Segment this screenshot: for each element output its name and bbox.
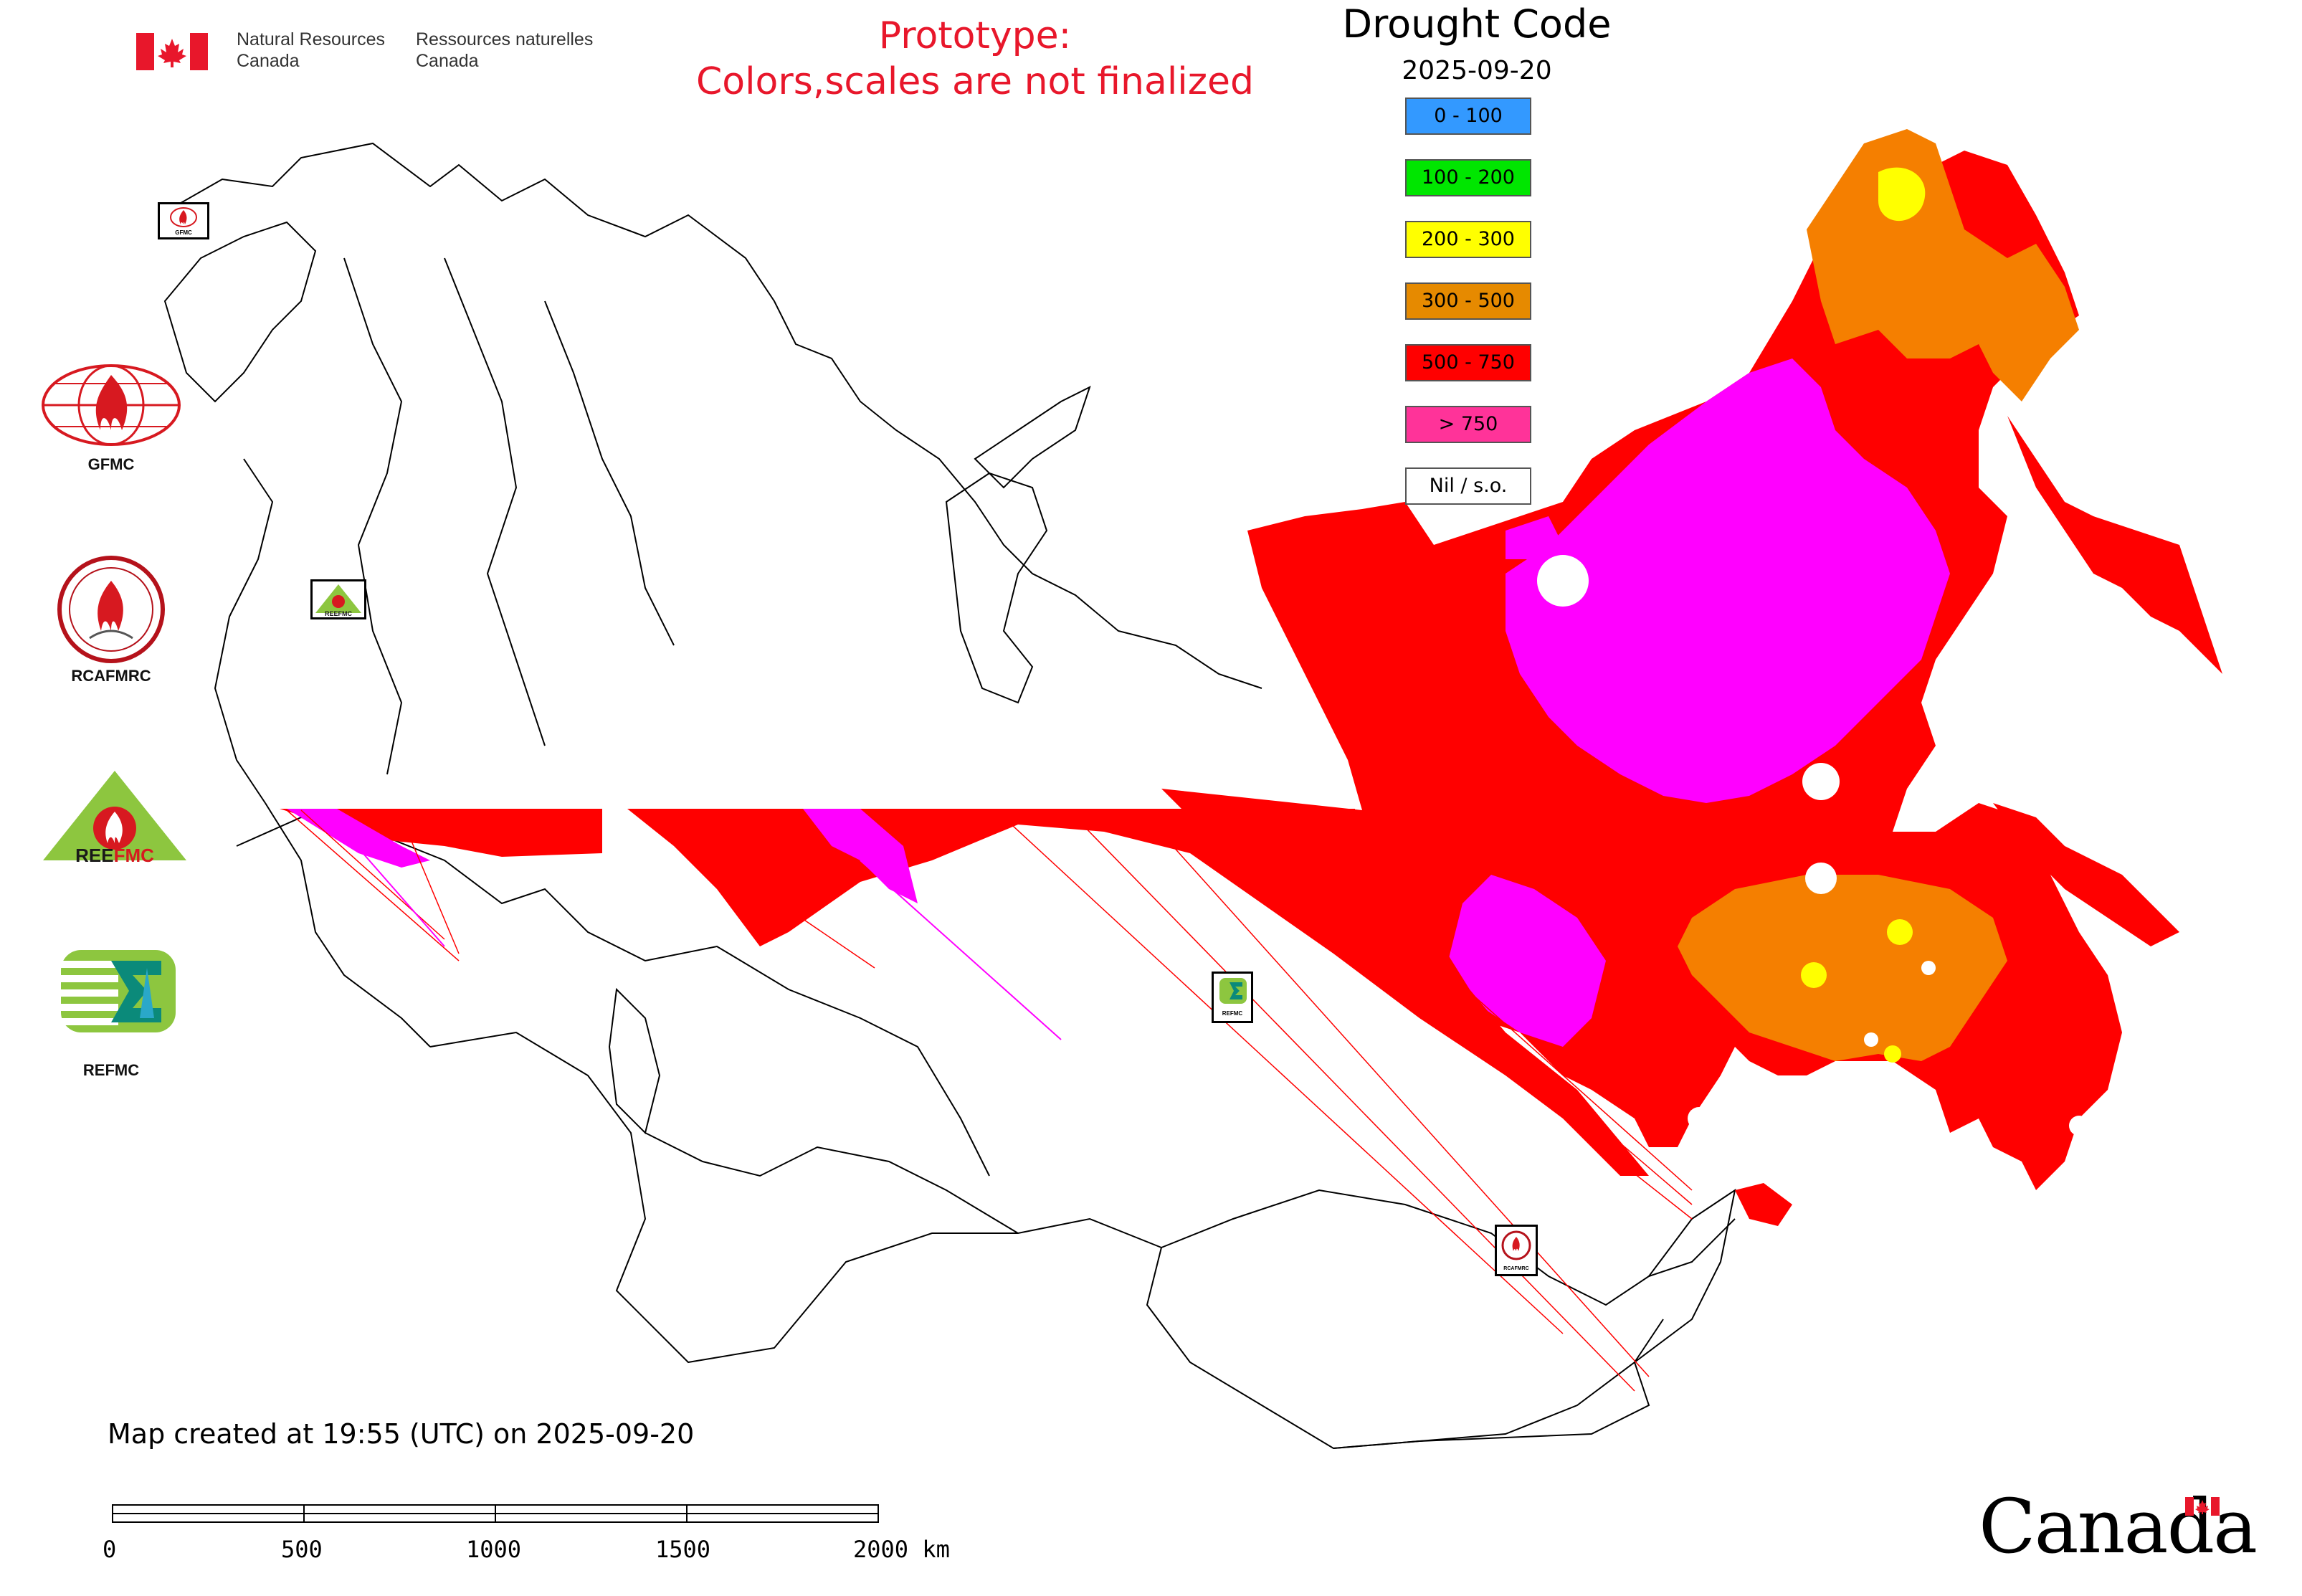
canada-wordmark-text: Canada [1979, 1483, 2258, 1570]
partner-logo-refmc-label: REFMC [82, 1061, 140, 1079]
legend-title: Drought Code [1342, 1, 1612, 47]
zone-magenta-central [1506, 358, 1950, 803]
drought-fill-layer [280, 129, 2222, 1392]
map-created-timestamp: Map created at 19:55 (UTC) on 2025-09-20 [108, 1418, 695, 1450]
map-marker-reefmc[interactable]: REEFMC [310, 579, 366, 619]
agency-fr-line1: Ressources naturelles [416, 29, 594, 49]
legend-item-300-500: 300 - 500 [1405, 282, 1531, 320]
legend-item-200-300: 200 - 300 [1405, 221, 1531, 258]
outline-kazakhstan [429, 1031, 1162, 1364]
outline-mongolia [1146, 1188, 1736, 1450]
prototype-notice-line2: Colors,scales are not finalized [695, 60, 1255, 103]
legend-item-over-750: > 750 [1405, 406, 1531, 443]
partner-logo-gfmc-label: GFMC [87, 455, 135, 473]
outline-north-coast [171, 142, 1262, 689]
nil-spot-2 [1802, 763, 1840, 800]
refmc-marker-icon: REFMC [1219, 978, 1247, 1017]
partner-logo-refmc: REFMC [39, 946, 183, 1079]
zone-red-sakhalin [1735, 1183, 1792, 1226]
nil-spot-4 [1688, 1107, 1711, 1130]
scale-tick-1500: 1500 [655, 1536, 711, 1563]
scale-bar-graphic [112, 1504, 879, 1523]
partner-logo-gfmc: GFMC [39, 362, 183, 473]
zone-yellow-spot-2 [1887, 919, 1913, 945]
outline-novaya-zemlya [974, 386, 1091, 489]
zone-yellow-spot-3 [1884, 1045, 1901, 1063]
artifact-band-red-1 [280, 809, 602, 857]
map-marker-refmc-label: REFMC [1222, 1010, 1243, 1017]
prototype-notice: Prototype: Colors,scales are not finaliz… [617, 13, 1333, 105]
zone-yellow-chukotka [1878, 167, 1926, 222]
rcafmrc-marker-icon: RCAFMRC [1501, 1230, 1531, 1271]
legend-item-0-100: 0 - 100 [1405, 98, 1531, 135]
zone-magenta-south [1448, 875, 1606, 1047]
outline-ukraine [265, 802, 431, 1048]
artifact-streaks [286, 809, 1693, 1392]
partner-logo-reefmc: REEFMC [36, 767, 194, 878]
agency-fr-line2: Canada [416, 51, 479, 71]
nil-spot-5 [2069, 1116, 2089, 1136]
nil-spot-7 [1921, 961, 1936, 975]
prototype-notice-line1: Prototype: [878, 14, 1072, 57]
map-marker-gfmc[interactable]: GFMC [158, 202, 209, 239]
canada-flag-icon [136, 33, 208, 70]
scale-tick-1000: 1000 [466, 1536, 522, 1563]
outline-china-east [1648, 1218, 1736, 1277]
legend-date: 2025-09-20 [1402, 56, 1552, 85]
outline-west-russia [214, 458, 274, 804]
agency-en-line2: Canada [237, 51, 300, 71]
scale-tick-0: 0 [103, 1536, 117, 1563]
reefmc-triangle-icon: REEFMC [43, 771, 186, 866]
map-marker-reefmc-label: REEFMC [325, 610, 353, 617]
outline-caspian [608, 987, 661, 1134]
svg-text:REEFMC: REEFMC [75, 845, 154, 866]
map-marker-gfmc-label: GFMC [175, 229, 192, 236]
legend-item-100-200: 100 - 200 [1405, 159, 1531, 196]
artifact-band-magenta-1 [803, 809, 918, 903]
legend-item-nil: Nil / s.o. [1405, 467, 1531, 505]
scale-bar [112, 1504, 879, 1523]
zone-orange-chukotka [1807, 129, 2079, 402]
outline-internal-1 [343, 257, 403, 775]
artifact-band-red-2 [627, 809, 1649, 1176]
gfmc-marker-icon: GFMC [170, 207, 197, 236]
rcafmrc-seal-icon [57, 556, 165, 663]
artifact-streaks-magenta [343, 831, 1062, 1040]
artifact-band-magenta-2 [287, 809, 430, 868]
agency-en-line1: Natural Resources [237, 29, 386, 49]
canada-wordmark: Canada [1979, 1483, 2258, 1570]
nil-spot-1 [1537, 555, 1589, 607]
map-marker-rcafmrc-label: RCAFMRC [1503, 1266, 1528, 1271]
zone-orange-amur [1678, 875, 2007, 1061]
partner-logo-rcafmrc: RCAFMRC [39, 552, 183, 685]
zone-red-kamchatka [2007, 416, 2222, 674]
outline-taymyr [945, 472, 1048, 704]
outline-internal-2 [444, 257, 546, 746]
scale-tick-500: 500 [281, 1536, 323, 1563]
nil-spot-3 [1805, 863, 1837, 894]
outline-scandinavia [163, 221, 317, 403]
legend-item-500-750: 500 - 750 [1405, 344, 1531, 381]
canada-wordmark-flag-icon [2185, 1497, 2220, 1516]
nil-spot-6 [1864, 1032, 1878, 1047]
partner-logo-rcafmrc-label: RCAFMRC [71, 667, 151, 685]
zone-yellow-spot-1 [1801, 962, 1827, 988]
reefmc-marker-icon: REEFMC [315, 584, 361, 617]
map-marker-refmc[interactable]: REFMC [1212, 972, 1253, 1023]
map-marker-rcafmrc[interactable]: RCAFMRC [1495, 1225, 1538, 1276]
zone-red-okhotsk-coast [1993, 803, 2179, 946]
gfmc-globe-flame-icon [42, 364, 181, 446]
outline-internal-3 [544, 300, 675, 646]
refmc-sigma-icon [61, 950, 176, 1032]
outline-central-asia-2 [645, 1132, 1019, 1234]
outline-china-north [1333, 1319, 1664, 1449]
zone-magenta-taymyr [1506, 516, 1563, 559]
scale-tick-2000: 2000 km [853, 1536, 950, 1563]
